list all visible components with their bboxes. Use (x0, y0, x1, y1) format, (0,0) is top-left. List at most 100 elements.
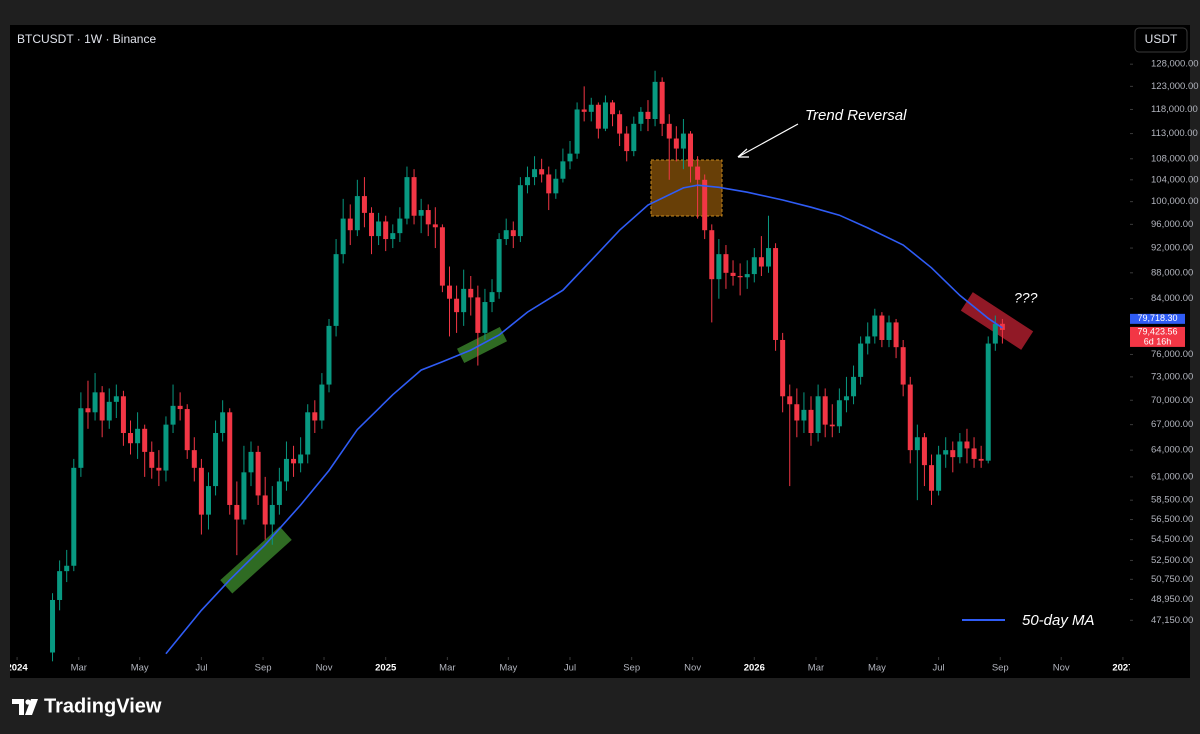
candle-body (709, 230, 715, 280)
candle-body (638, 111, 644, 124)
y-tick-label: 64,000.00 (1151, 445, 1193, 456)
y-tick-label: 108,000.00 (1151, 153, 1199, 164)
x-tick-label: Nov (684, 663, 701, 674)
candle-body (149, 451, 155, 468)
candle-body (567, 153, 573, 162)
candle-body (829, 424, 835, 427)
annotation-arrow (737, 123, 799, 158)
currency-button[interactable] (1134, 27, 1188, 53)
candle-body (411, 177, 417, 216)
candle-body (524, 177, 530, 186)
y-tick-label: 88,000.00 (1151, 267, 1193, 278)
currency-label[interactable]: USDT (1145, 32, 1178, 46)
candle-body (773, 248, 779, 340)
candle-body (907, 384, 913, 451)
brand-logo (12, 699, 38, 715)
candle-body (241, 472, 247, 520)
candle-body (191, 450, 197, 468)
y-tick-label: 113,000.00 (1151, 128, 1198, 139)
candle-body (957, 441, 963, 458)
plot-area (220, 159, 1034, 594)
candle-body (553, 178, 559, 194)
candle-body (780, 339, 786, 397)
candle-body (298, 454, 304, 464)
candle-body (390, 233, 396, 240)
logo-icon (25, 699, 38, 715)
candle-body (666, 123, 672, 139)
candle-body (893, 322, 899, 348)
candle-body (914, 437, 920, 451)
y-tick-label: 58,500.00 (1151, 495, 1193, 506)
candle-body (787, 396, 793, 405)
x-tick-label: Sep (623, 663, 640, 674)
x-axis: 2024 Mar May Jul Sep Nov 2025 Mar May Jul Sep Nov 20… (10, 657, 1130, 674)
candle-body (595, 104, 601, 129)
candle-body (602, 102, 608, 129)
candle-body (730, 272, 736, 276)
candle-body (702, 179, 708, 231)
candle-body (695, 166, 701, 180)
y-tick-label: 50,750.00 (1151, 574, 1193, 585)
candle-body (85, 408, 91, 413)
x-tick-label: Nov (316, 663, 333, 674)
candle-body (71, 467, 77, 566)
candle-body (170, 405, 176, 425)
candle-body (248, 451, 254, 473)
candle-body (425, 210, 431, 225)
candle-body (801, 409, 807, 421)
candle-body (50, 599, 56, 653)
candle-body (794, 404, 800, 421)
annotation: ??? (1014, 290, 1038, 306)
candle-body (858, 343, 864, 377)
x-tick-label: Mar (439, 663, 455, 674)
candle-body (929, 465, 935, 491)
candle-body (936, 454, 942, 491)
candle-body (57, 571, 63, 600)
y-tick-label: 48,950.00 (1151, 594, 1193, 605)
candle-body (262, 495, 268, 525)
candle-body (921, 437, 927, 466)
logo-icon (25, 699, 31, 705)
y-tick-label: 76,000.00 (1151, 349, 1193, 360)
candle-body (631, 123, 637, 152)
candle-body (369, 212, 375, 237)
y-tick-label: 67,000.00 (1151, 419, 1193, 430)
candle-body (978, 458, 984, 461)
y-tick-label: 128,000.00 (1151, 59, 1199, 70)
candle-body (184, 409, 190, 451)
candle-body (723, 254, 729, 273)
candle-body (234, 504, 240, 520)
candle-body (496, 239, 502, 293)
candle-body (213, 433, 219, 487)
candle-body (765, 248, 771, 267)
candle-body (943, 450, 949, 455)
y-tick-label: 118,000.00 (1151, 104, 1198, 115)
candle-body (652, 81, 658, 119)
logo-icon (12, 699, 24, 715)
candle-body (865, 336, 871, 344)
y-tick-label: 73,000.00 (1151, 371, 1193, 382)
candle-body (617, 114, 623, 134)
candle-body (950, 450, 956, 458)
chart-title: BTCUSDT · 1W · Binance (17, 32, 156, 46)
x-tick-label: Jul (564, 663, 576, 674)
candle-body (128, 433, 134, 444)
chart-area (10, 25, 1190, 678)
x-tick-label: Mar (71, 663, 87, 674)
y-tick-label: 92,000.00 (1151, 243, 1193, 254)
candle-body (503, 230, 509, 240)
candle-body (106, 401, 112, 421)
candle-body (808, 409, 814, 434)
candle-body (383, 221, 389, 240)
candle-body (851, 376, 857, 397)
price-tag (1130, 326, 1185, 347)
annotation: Trend Reversal (805, 107, 907, 124)
candle-body (737, 275, 743, 278)
y-tick-label: 56,500.00 (1151, 514, 1193, 525)
price-tag-sublabel: 6d 16h (1144, 336, 1172, 346)
candle-body (836, 400, 842, 427)
candle-body (198, 467, 204, 515)
x-tick-label: May (868, 663, 886, 674)
candle-body (560, 161, 566, 179)
highlight-box (220, 526, 292, 594)
